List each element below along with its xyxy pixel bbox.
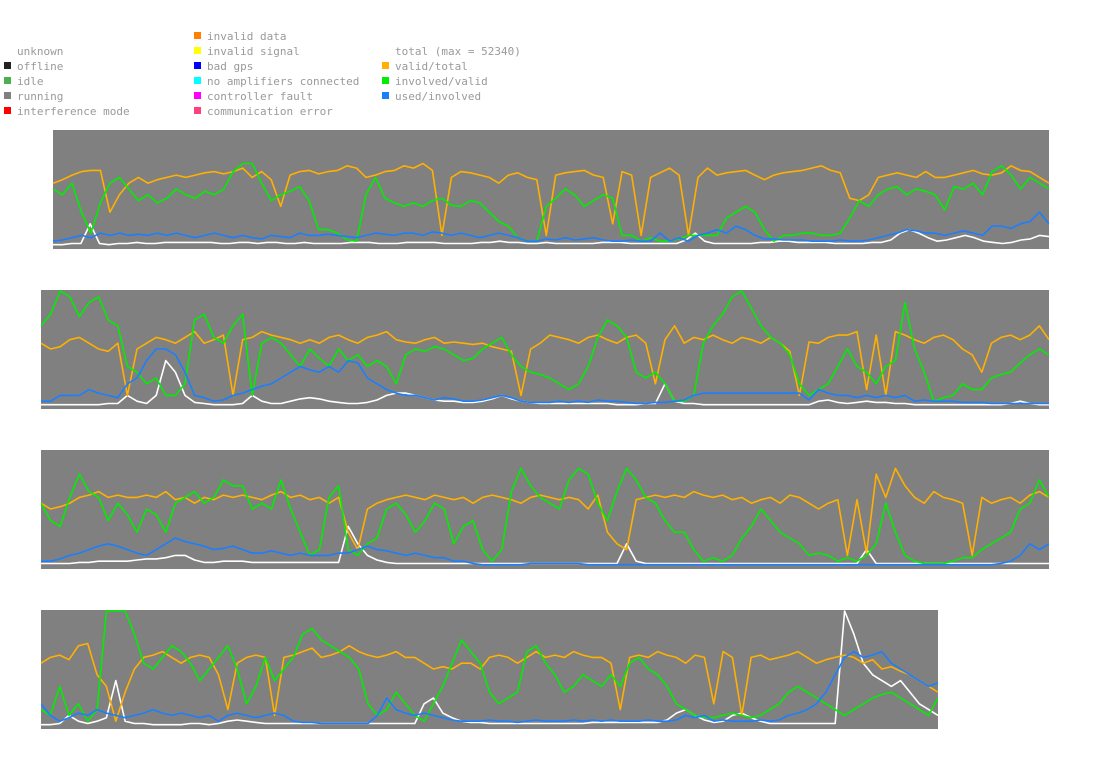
used-involved-line	[41, 537, 1049, 566]
legend-label: invalid signal	[207, 45, 300, 58]
legend-label: idle	[17, 75, 44, 88]
valid-total-line	[41, 467, 1049, 557]
legend-label: controller fault	[207, 90, 313, 103]
plot-background	[53, 130, 1049, 249]
legend-label: interference mode	[17, 105, 130, 118]
legend-swatch	[194, 77, 201, 84]
legend-label: running	[17, 90, 64, 103]
used-involved-line	[41, 348, 1049, 405]
legend-swatch	[4, 107, 11, 114]
legend-swatch	[4, 92, 11, 99]
legend-label: used/involved	[395, 90, 482, 103]
legend-label: communication error	[207, 105, 333, 118]
total-line	[53, 223, 1049, 246]
legend-swatch	[194, 107, 201, 114]
used-involved-line	[41, 650, 938, 725]
strip-chart-1	[53, 130, 1049, 249]
plot-background	[41, 290, 1049, 409]
legend-label: bad gps	[207, 60, 254, 73]
legend-label: total (max = 52340)	[395, 45, 521, 58]
valid-total-line	[41, 642, 938, 722]
involved-valid-line	[41, 467, 1049, 565]
legend-swatch	[194, 32, 201, 39]
legend-swatch	[382, 62, 389, 69]
legend-label: no amplifiers connected	[207, 75, 360, 88]
legend-swatch	[4, 77, 11, 84]
involved-valid-line	[53, 162, 1049, 242]
plot-background	[41, 450, 1049, 569]
involved-valid-line	[41, 610, 938, 722]
total-line	[41, 610, 938, 726]
legend-swatch	[382, 77, 389, 84]
legend-swatch	[4, 62, 11, 69]
strip-chart-2	[41, 290, 1049, 409]
legend-label: invalid data	[207, 30, 287, 43]
legend-swatch	[194, 62, 201, 69]
valid-total-line	[53, 162, 1049, 237]
plot-background	[41, 610, 938, 729]
legend-label: valid/total	[395, 60, 468, 73]
total-line	[41, 359, 1049, 406]
strip-chart-3	[41, 450, 1049, 569]
used-involved-line	[53, 211, 1049, 242]
legend-label: offline	[17, 60, 64, 73]
legend-swatch	[194, 47, 201, 54]
legend-swatch	[194, 92, 201, 99]
legend-swatch	[382, 92, 389, 99]
involved-valid-line	[41, 290, 1049, 402]
strip-chart-4	[41, 610, 938, 729]
valid-total-line	[41, 324, 1049, 397]
legend-label: involved/valid	[395, 75, 488, 88]
legend-label: unknown	[17, 45, 64, 58]
